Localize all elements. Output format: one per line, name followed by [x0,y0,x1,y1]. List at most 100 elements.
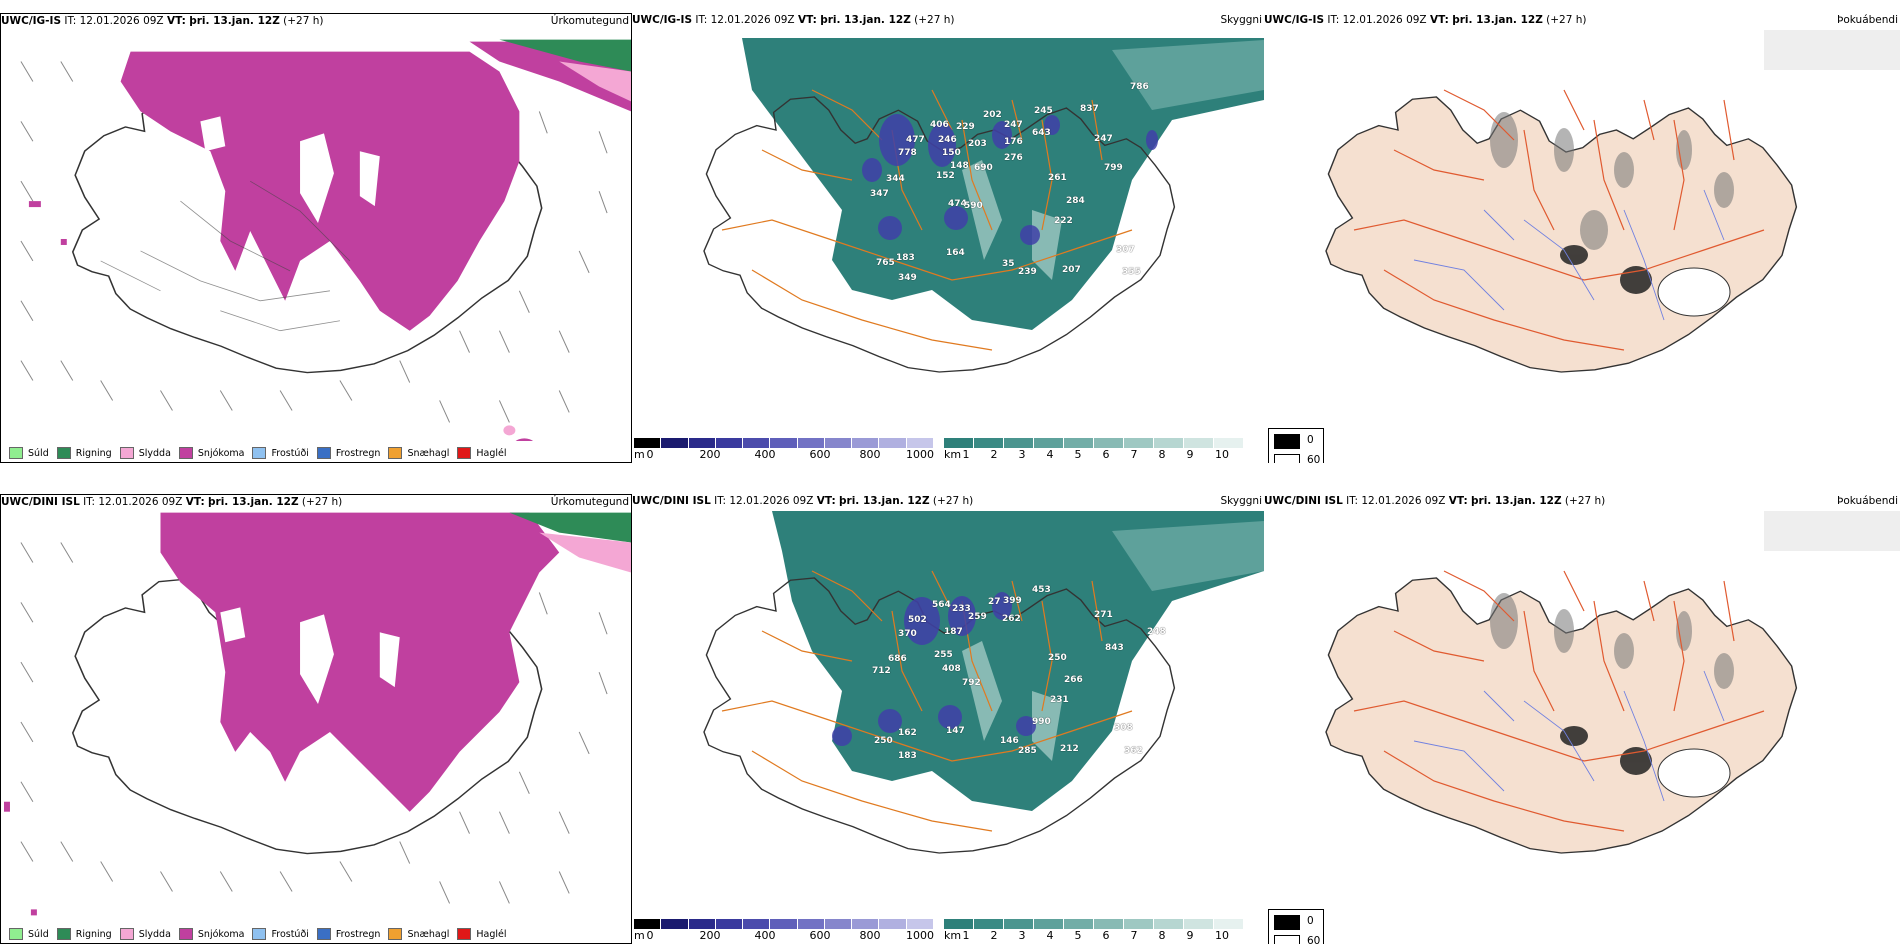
cbar-cell [824,438,853,448]
cbar-cell [743,919,771,929]
swatch [457,447,472,459]
cbar-m-tick: 200 [699,929,721,942]
cbar-km-tick: 7 [1130,929,1138,942]
cbar-cell [797,438,825,448]
cbar-cell [974,919,1004,929]
legend-rigning: Rigning [56,928,112,940]
legend-slydda: Slydda [119,447,171,459]
fog-panel-top: UWC/IG-IS IT: 12.01.2026 09Z VT: þri. 13… [1264,13,1900,463]
cbar-m-tick: 400 [754,448,776,461]
cbar-km-tick: 3 [1018,929,1026,942]
cbar-cell [715,919,744,929]
legend-snaehagl: Snæhagl [388,928,449,940]
cbar-km-tick: 7 [1130,448,1138,461]
swatch [457,928,472,940]
cbar-cell [715,438,744,448]
swatch [56,447,71,459]
swatch [119,928,134,940]
cbar-cell [661,919,689,929]
cbar-km-tick: 10 [1215,448,1229,461]
cbar-cell [770,438,798,448]
cbar-m-tick: 0 [646,448,654,461]
fog-swatch-0 [1274,915,1300,930]
cbar-cell [634,438,662,448]
variable-name: Þokuábendi [1837,14,1898,26]
cbar-cell [661,438,689,448]
swatch [9,447,23,459]
cbar-km-tick: 6 [1102,929,1110,942]
swatch [119,447,134,459]
variable-name: Þokuábendi [1837,495,1898,507]
legend-frostudi: Frostúði [252,928,309,940]
panel-title: UWC/DINI ISL IT: 12.01.2026 09Z VT: þri.… [1,496,343,508]
panel-title: UWC/IG-IS IT: 12.01.2026 09Z VT: þri. 13… [632,14,955,26]
fog-label-0: 0 [1307,434,1314,446]
fog-map [1325,511,1900,854]
cbar-km-tick: 4 [1046,929,1054,942]
swatch [316,447,331,459]
cbar-cell [1094,919,1124,929]
cbar-cell [1034,438,1064,448]
fog-label-0: 0 [1307,915,1314,927]
cbar-m-tick: 600 [809,448,831,461]
cbar-cell [1004,919,1034,929]
cbar-km-tick: 9 [1186,929,1194,942]
legend-snjokoma: Snjókoma [178,447,244,459]
cbar-cell [974,438,1004,448]
cbar-cell [1034,919,1064,929]
cbar-m-tick: 600 [809,929,831,942]
swatch [388,928,403,940]
swatch [178,447,193,459]
fog-legend: 0 60 [1268,909,1324,944]
cbar-km-tick: 2 [990,929,998,942]
variable-name: Úrkomutegund [550,496,629,508]
cbar-cell [634,919,662,929]
visibility-map [703,511,1264,854]
variable-name: Skyggni [1220,495,1263,507]
cbar-m-tick: 800 [859,448,881,461]
cbar-m-tick: 0 [646,929,654,942]
cbar-m-tick: 1000 [906,448,934,461]
visibility-panel-bottom: UWC/DINI ISL IT: 12.01.2026 09Z VT: þri.… [632,494,1264,944]
legend-slydda: Slydda [119,928,171,940]
cbar-m-tick: 1000 [906,929,934,942]
cbar-km-tick: 5 [1074,448,1082,461]
cbar-meters: m 0 200 400 600 800 1000 [634,919,934,943]
swatch [9,928,23,940]
swatch [316,928,331,940]
cbar-cell [688,438,716,448]
legend-frostregn: Frostregn [316,928,380,940]
cbar-cell [1184,919,1214,929]
cbar-km: km 1 2 3 4 5 6 7 8 9 10 [944,438,1244,462]
cbar-m-unit: m [634,448,645,461]
legend-frostregn: Frostregn [316,447,380,459]
cbar-km-tick: 9 [1186,448,1194,461]
cbar-cell [1184,438,1214,448]
cbar-m-tick: 400 [754,929,776,942]
cbar-cell [944,438,974,448]
cbar-km-tick: 8 [1158,448,1166,461]
legend-haglel: Haglél [457,447,507,459]
fog-label-60: 60 [1307,935,1321,944]
legend-rigning: Rigning [56,447,112,459]
cbar-cell [852,438,880,448]
fog-swatch-60 [1274,454,1300,463]
cbar-km-tick: 4 [1046,448,1054,461]
panel-title: UWC/IG-IS IT: 12.01.2026 09Z VT: þri. 13… [1264,14,1587,26]
cbar-cell [1154,438,1184,448]
cbar-km-tick: 8 [1158,929,1166,942]
cbar-cell [879,438,907,448]
panel-title: UWC/DINI ISL IT: 12.01.2026 09Z VT: þri.… [632,495,974,507]
cbar-m-tick: 200 [699,448,721,461]
cbar-cell [906,438,934,448]
cbar-km-unit: km [944,448,962,461]
fog-panel-bottom: UWC/DINI ISL IT: 12.01.2026 09Z VT: þri.… [1264,494,1900,944]
cbar-km-cells [944,919,1244,929]
precip-map [20,39,631,441]
cbar-cell [1214,438,1244,448]
cbar-m-cells [634,438,934,448]
cbar-cell [1154,919,1184,929]
visibility-panel-top: UWC/IG-IS IT: 12.01.2026 09Z VT: þri. 13… [632,13,1264,463]
cbar-cell [1124,919,1154,929]
fog-label-60: 60 [1307,454,1321,463]
